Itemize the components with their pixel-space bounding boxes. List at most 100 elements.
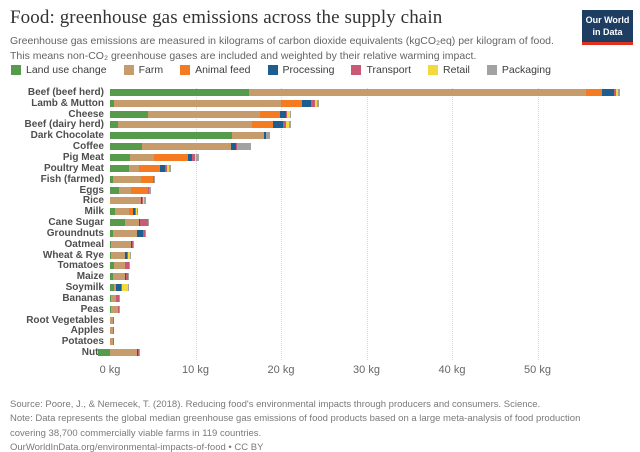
bar-segment[interactable]	[110, 240, 132, 248]
bar-segment[interactable]	[127, 284, 129, 292]
bar-segment[interactable]	[282, 121, 287, 129]
bar-segment[interactable]	[121, 284, 122, 292]
bar-segment[interactable]	[251, 121, 274, 129]
bar-segment[interactable]	[131, 240, 133, 248]
bar-segment[interactable]	[124, 251, 128, 259]
bar-segment[interactable]	[117, 121, 252, 129]
bar-segment[interactable]	[140, 175, 153, 183]
bar-segment[interactable]	[110, 294, 116, 302]
bar-segment[interactable]	[110, 121, 118, 129]
bar-segment[interactable]	[112, 338, 114, 346]
bar-segment[interactable]	[110, 132, 233, 140]
bar-segment[interactable]	[110, 305, 118, 313]
bar-segment[interactable]	[110, 143, 142, 151]
bar-segment[interactable]	[152, 175, 154, 183]
bar-segment[interactable]	[125, 219, 140, 227]
bar-segment[interactable]	[137, 229, 144, 237]
bar-segment[interactable]	[280, 110, 287, 118]
bar-segment[interactable]	[110, 273, 113, 281]
bar-segment[interactable]	[117, 305, 120, 313]
bar-segment[interactable]	[260, 110, 281, 118]
bar-segment[interactable]	[128, 262, 131, 270]
bar-segment[interactable]	[237, 143, 252, 151]
bar-segment[interactable]	[613, 88, 617, 96]
bar-segment[interactable]	[110, 349, 138, 357]
bar-segment[interactable]	[148, 110, 261, 118]
bar-segment[interactable]	[616, 88, 618, 96]
bar-segment[interactable]	[114, 99, 281, 107]
bar-segment[interactable]	[139, 219, 149, 227]
bar-segment[interactable]	[98, 349, 110, 357]
bar-segment[interactable]	[265, 132, 267, 140]
bar-segment[interactable]	[140, 197, 143, 205]
bar-segment[interactable]	[112, 316, 114, 324]
bar-segment[interactable]	[148, 219, 150, 227]
bar-segment[interactable]	[230, 143, 236, 151]
bar-segment[interactable]	[196, 153, 199, 161]
bar-segment[interactable]	[130, 186, 149, 194]
bar-segment[interactable]	[273, 121, 283, 129]
bar-segment[interactable]	[119, 305, 121, 313]
bar-segment[interactable]	[129, 251, 131, 259]
bar-segment[interactable]	[133, 208, 135, 216]
bar-segment[interactable]	[129, 153, 154, 161]
bar-segment[interactable]	[143, 197, 145, 205]
bar-segment[interactable]	[110, 219, 126, 227]
bar-segment[interactable]	[110, 240, 111, 248]
bar-segment[interactable]	[114, 262, 125, 270]
bar-segment[interactable]	[139, 164, 161, 172]
bar-segment[interactable]	[301, 99, 311, 107]
bar-segment[interactable]	[236, 143, 238, 151]
bar-segment[interactable]	[110, 338, 113, 346]
bar-segment[interactable]	[137, 349, 139, 357]
bar-segment[interactable]	[617, 88, 620, 96]
bar-segment[interactable]	[132, 240, 134, 248]
bar-segment[interactable]	[110, 327, 113, 335]
bar-segment[interactable]	[127, 251, 130, 259]
bar-segment[interactable]	[124, 262, 126, 270]
bar-segment[interactable]	[144, 197, 146, 205]
bar-segment[interactable]	[126, 273, 128, 281]
bar-segment[interactable]	[110, 99, 115, 107]
footer-url[interactable]: OurWorldInData.org/environmental-impacts…	[10, 441, 264, 452]
bar-segment[interactable]	[125, 273, 127, 281]
bar-segment[interactable]	[110, 262, 115, 270]
bar-segment[interactable]	[110, 251, 125, 259]
bar-segment[interactable]	[141, 143, 231, 151]
bar-segment[interactable]	[160, 164, 165, 172]
bar-segment[interactable]	[139, 349, 140, 357]
bar-segment[interactable]	[315, 99, 317, 107]
bar-segment[interactable]	[164, 164, 168, 172]
bar-segment[interactable]	[266, 132, 270, 140]
bar-segment[interactable]	[115, 208, 129, 216]
bar-segment[interactable]	[148, 186, 150, 194]
bar-segment[interactable]	[110, 305, 111, 313]
bar-segment[interactable]	[286, 121, 289, 129]
bar-segment[interactable]	[127, 251, 128, 259]
bar-segment[interactable]	[154, 175, 156, 183]
bar-segment[interactable]	[168, 164, 171, 172]
bar-segment[interactable]	[110, 229, 114, 237]
bar-segment[interactable]	[110, 186, 119, 194]
bar-segment[interactable]	[113, 229, 138, 237]
bar-segment[interactable]	[110, 294, 111, 302]
bar-segment[interactable]	[167, 164, 169, 172]
bar-segment[interactable]	[110, 110, 149, 118]
owid-logo[interactable]: Our World in Data	[582, 10, 633, 45]
bar-segment[interactable]	[128, 208, 134, 216]
bar-segment[interactable]	[110, 153, 130, 161]
bar-segment[interactable]	[118, 186, 131, 194]
bar-segment[interactable]	[110, 175, 114, 183]
bar-segment[interactable]	[110, 316, 113, 324]
bar-segment[interactable]	[142, 197, 144, 205]
bar-segment[interactable]	[119, 294, 121, 302]
bar-segment[interactable]	[113, 175, 141, 183]
bar-segment[interactable]	[586, 88, 603, 96]
bar-segment[interactable]	[138, 349, 140, 357]
bar-segment[interactable]	[113, 338, 115, 346]
bar-segment[interactable]	[143, 229, 146, 237]
bar-segment[interactable]	[125, 262, 129, 270]
bar-segment[interactable]	[249, 88, 587, 96]
bar-segment[interactable]	[153, 153, 188, 161]
bar-segment[interactable]	[263, 132, 266, 140]
